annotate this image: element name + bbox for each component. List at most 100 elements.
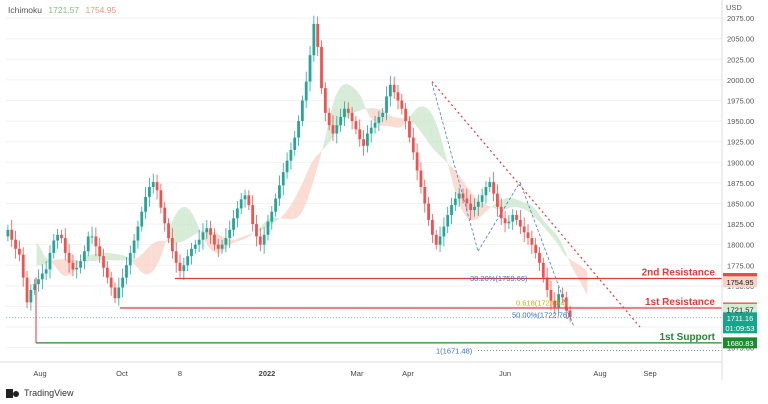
cloud-segment bbox=[449, 165, 454, 186]
cloud-segment bbox=[93, 253, 98, 262]
candle-body bbox=[308, 55, 312, 82]
candle-body bbox=[473, 206, 476, 211]
candle-body bbox=[247, 195, 251, 206]
cloud-segment bbox=[430, 111, 435, 151]
cloud-segment bbox=[105, 252, 110, 261]
candle-body bbox=[132, 240, 136, 253]
candle-body bbox=[71, 262, 75, 270]
indicator-value-b: 1754.95 bbox=[85, 5, 117, 15]
candle-body bbox=[220, 244, 224, 249]
candle-body bbox=[258, 236, 262, 245]
candle-body bbox=[419, 170, 423, 187]
cloud-segment bbox=[109, 252, 114, 261]
cloud-segment bbox=[529, 204, 534, 217]
cloud-segment bbox=[59, 259, 64, 276]
cloud-segment bbox=[484, 203, 488, 214]
y-tick-label: 1875.00 bbox=[727, 179, 754, 188]
cloud-segment bbox=[415, 106, 420, 130]
currency-label: USD bbox=[726, 3, 742, 12]
cloud-segment bbox=[503, 197, 507, 210]
price-tag-3: 1711.16 bbox=[727, 314, 754, 323]
candle-body bbox=[362, 139, 365, 146]
cloud-segment bbox=[174, 210, 179, 244]
level-name-2: 1st Resistance bbox=[645, 297, 715, 308]
candle-body bbox=[56, 234, 60, 241]
candle-body bbox=[251, 205, 255, 225]
candle-body bbox=[52, 240, 56, 253]
y-tick-label: 1900.00 bbox=[727, 158, 754, 167]
candle-body bbox=[239, 199, 243, 209]
candle-body bbox=[266, 221, 270, 235]
candle-body bbox=[228, 229, 232, 239]
cloud-segment bbox=[40, 247, 45, 266]
cloud-segment bbox=[323, 129, 328, 150]
x-tick-label: Aug bbox=[593, 369, 606, 378]
cloud-segment bbox=[243, 235, 247, 240]
cloud-segment bbox=[438, 128, 442, 158]
brand-name: TradingView bbox=[24, 388, 74, 398]
candle-body bbox=[148, 187, 151, 197]
candle-body bbox=[197, 239, 201, 245]
fib-leg-c bbox=[519, 181, 575, 328]
cloud-segment bbox=[411, 109, 416, 125]
fib-leg-a bbox=[431, 83, 479, 252]
candle-body bbox=[400, 100, 404, 109]
cloud-segment bbox=[44, 255, 49, 265]
cloud-segment bbox=[147, 244, 152, 275]
y-tick-label: 1925.00 bbox=[727, 138, 754, 147]
candle-body bbox=[564, 297, 568, 311]
cloud-segment bbox=[338, 85, 343, 128]
candle-body bbox=[365, 133, 369, 146]
candle-body bbox=[331, 125, 335, 134]
candle-body bbox=[297, 121, 300, 138]
cloud-segment bbox=[373, 107, 377, 124]
candle-body bbox=[155, 182, 159, 191]
candle-body bbox=[159, 190, 163, 208]
candle-body bbox=[538, 252, 541, 263]
cloud-segment bbox=[319, 145, 324, 160]
candle-body bbox=[86, 236, 90, 252]
candle-body bbox=[117, 287, 121, 299]
candle-body bbox=[60, 234, 63, 239]
indicator-legend[interactable]: Ichimoku 1721.57 1754.95 bbox=[8, 5, 116, 15]
candle-body bbox=[140, 211, 144, 227]
cloud-segment bbox=[132, 258, 137, 266]
fib-leg-b bbox=[477, 181, 521, 252]
cloud-segment bbox=[189, 209, 194, 238]
cloud-segment bbox=[568, 257, 572, 268]
cloud-segment bbox=[579, 265, 584, 289]
cloud-segment bbox=[575, 262, 580, 281]
price-tag-bg-2 bbox=[723, 303, 757, 315]
level-name-1: 2nd Resistance bbox=[642, 268, 716, 279]
candle-body bbox=[503, 218, 507, 224]
time-axis[interactable]: Aug Oct 8 2022 Mar Apr Jun Aug Sep bbox=[0, 361, 722, 378]
candle-body bbox=[553, 300, 557, 308]
candle-body bbox=[6, 229, 10, 237]
candle-body bbox=[186, 256, 190, 266]
candle-body bbox=[224, 238, 228, 245]
y-tick-label: 2050.00 bbox=[727, 35, 754, 44]
cloud-segment bbox=[158, 240, 163, 261]
cloud-segment bbox=[155, 240, 159, 269]
cloud-segment bbox=[350, 85, 355, 115]
cloud-segment bbox=[51, 259, 56, 268]
cloud-segment bbox=[549, 226, 553, 238]
x-tick-label: Jun bbox=[499, 369, 511, 378]
y-tick-label: 2000.00 bbox=[727, 76, 754, 85]
candle-body bbox=[323, 88, 327, 113]
candle-body bbox=[549, 289, 553, 301]
cloud-segment bbox=[292, 194, 297, 220]
trend-lines bbox=[6, 81, 722, 328]
candle-body bbox=[518, 219, 522, 227]
cloud-segment bbox=[308, 162, 312, 198]
candle-body bbox=[75, 267, 79, 270]
candle-body bbox=[545, 277, 549, 290]
candle-body bbox=[388, 84, 392, 97]
price-tag-bg-1 bbox=[723, 276, 757, 288]
price-tags: 1758.891723.091680.831754.951721.571711.… bbox=[723, 273, 757, 349]
candle-body bbox=[243, 195, 247, 200]
brand-footer[interactable]: TradingView bbox=[6, 388, 74, 398]
candle-body bbox=[396, 92, 400, 101]
